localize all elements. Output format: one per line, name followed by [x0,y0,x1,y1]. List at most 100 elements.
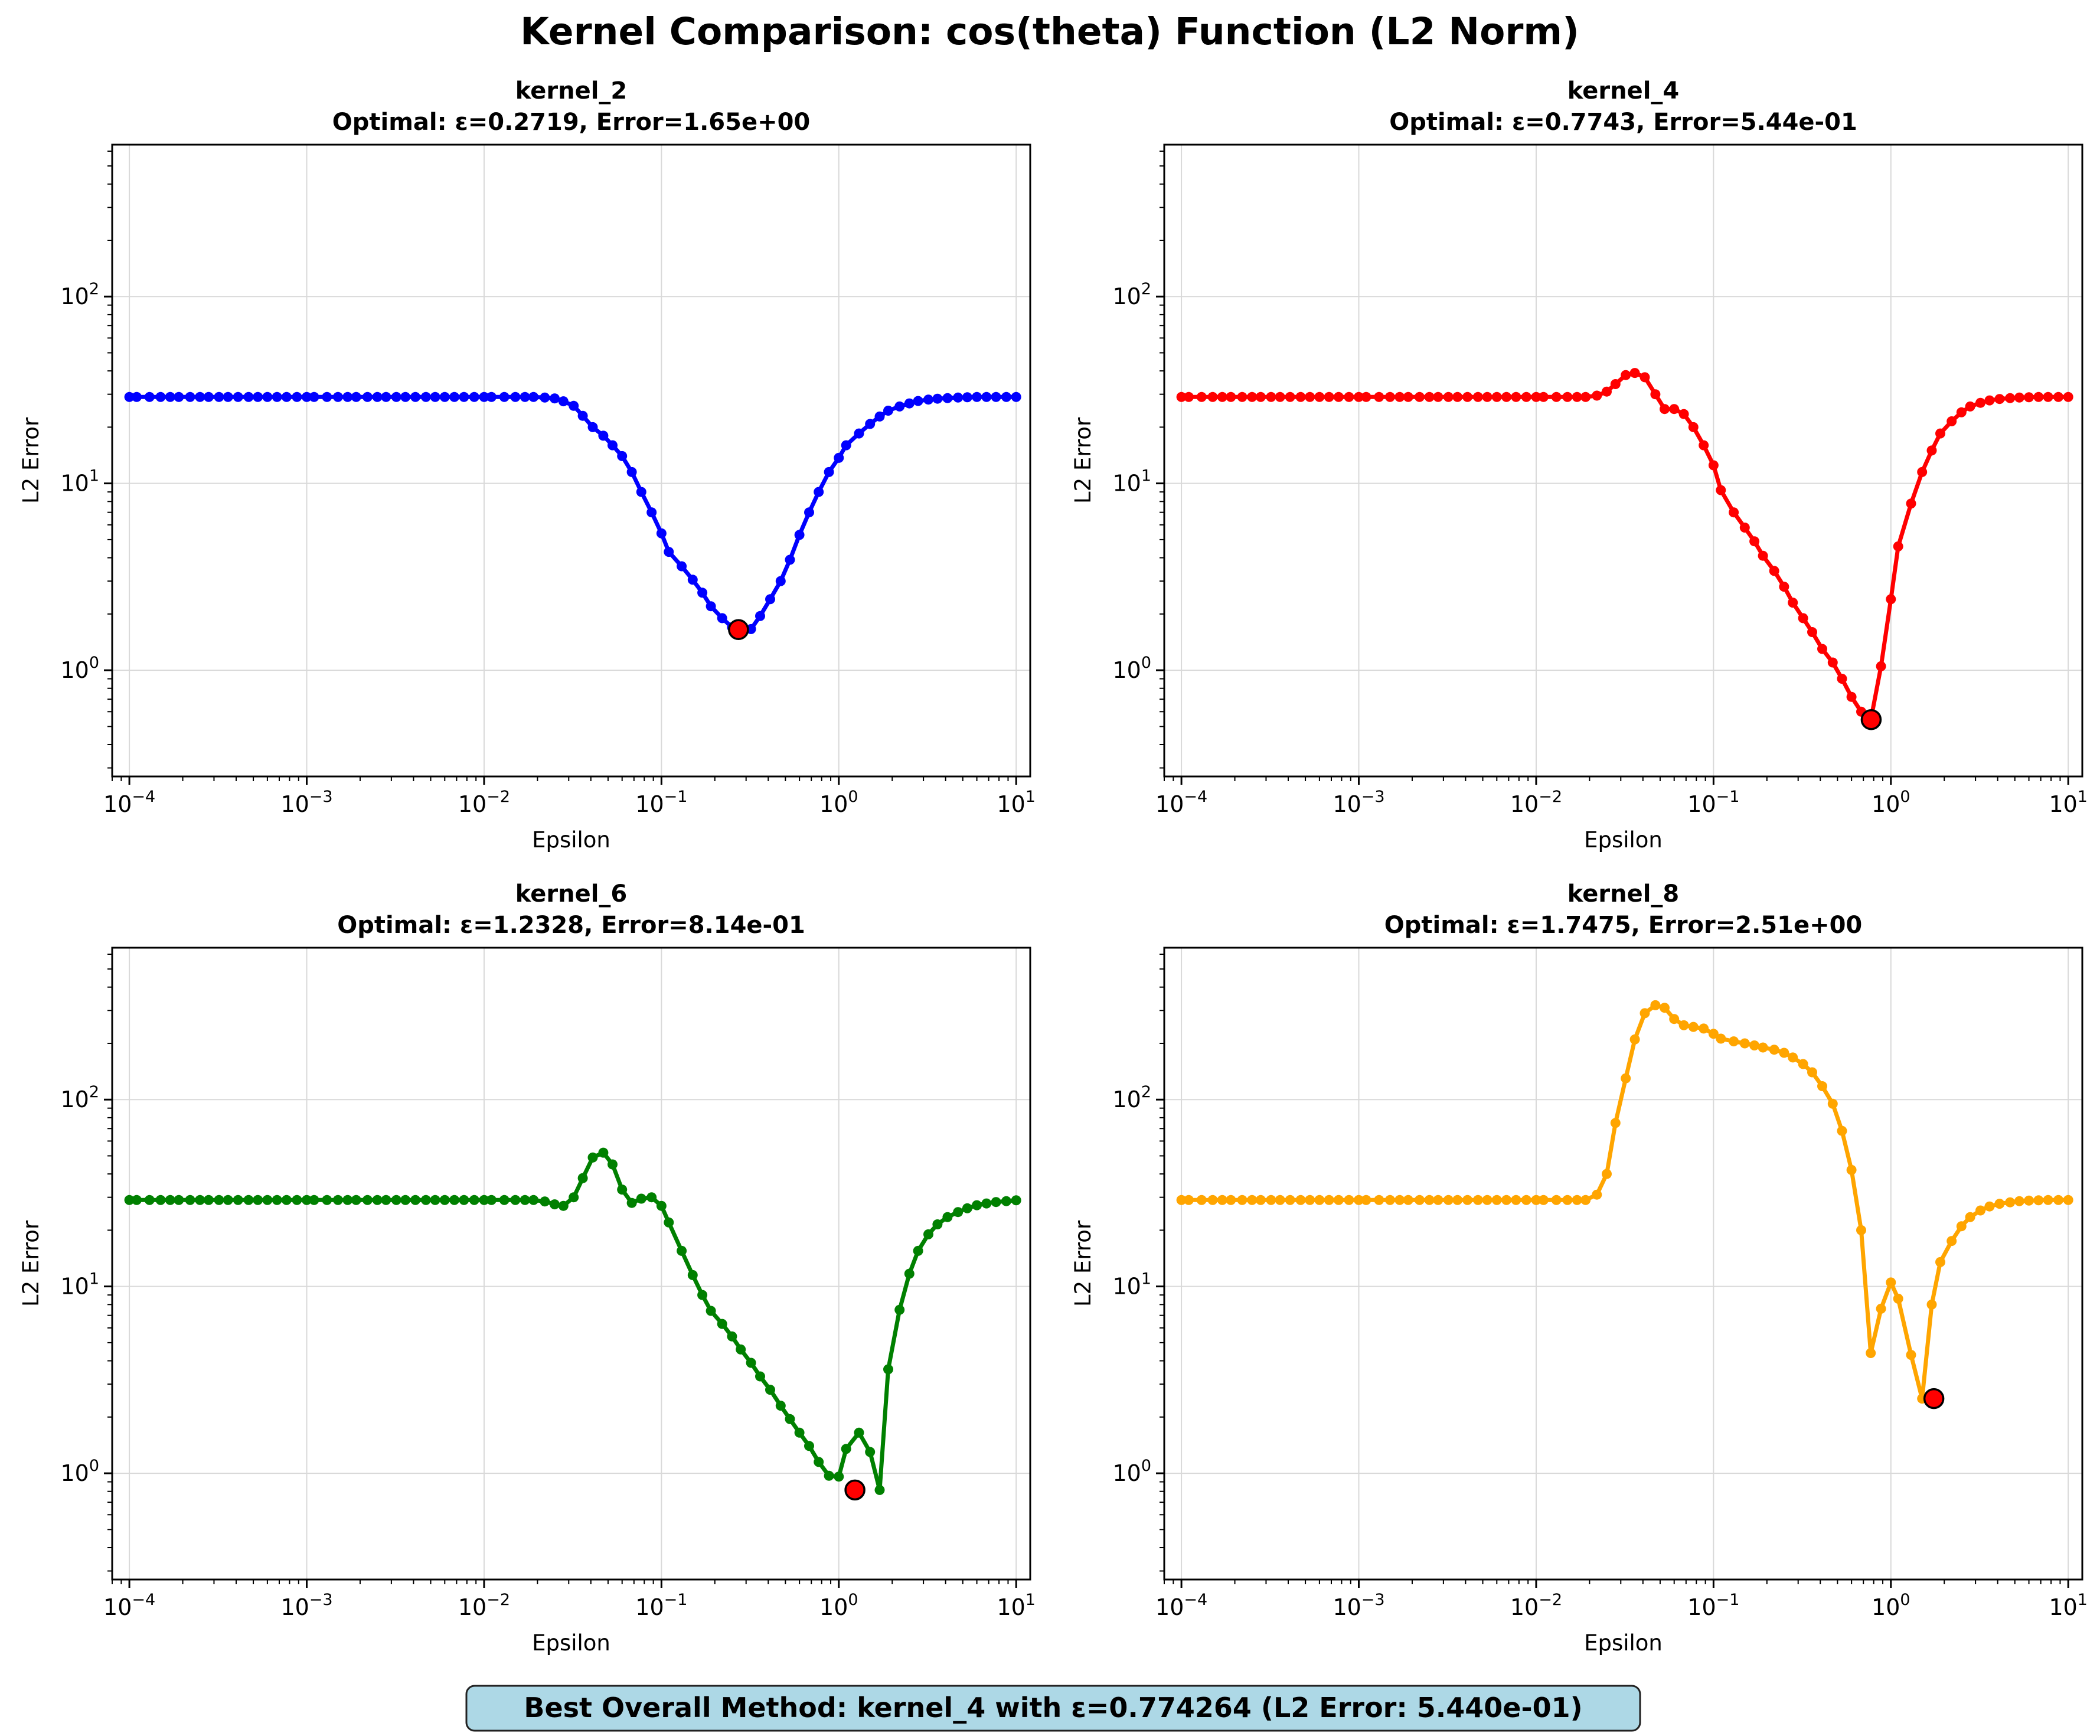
data-point [804,1441,814,1451]
data-point [746,1358,756,1368]
data-point [351,391,361,402]
data-point [1511,391,1521,402]
data-point [1749,536,1760,547]
data-point [155,1195,166,1205]
data-point [439,1195,450,1205]
data-point [362,391,373,402]
data-point [550,1199,560,1210]
optimal-point-marker [1860,709,1882,730]
y-tick-label: 102 [1112,1083,1151,1112]
data-point [486,391,497,402]
data-point [195,391,205,402]
data-point [1217,391,1227,402]
best-method-background [465,1685,1641,1732]
data-point [1669,404,1680,415]
data-point [1176,391,1187,402]
data-point [510,1195,521,1205]
data-point [794,530,805,540]
data-point [1893,1293,1903,1304]
data-point [391,391,401,402]
data-point [617,451,628,461]
data-point [1827,657,1838,668]
data-point [569,400,579,411]
data-point [598,430,609,441]
data-point [636,1193,646,1204]
data-point [1965,401,1975,412]
data-point [1688,1022,1699,1032]
subplot-title: kernel_6 [515,880,628,908]
data-point [520,1195,530,1205]
data-point [144,391,155,402]
x-tick-label: 100 [819,1591,858,1620]
data-point [459,391,469,402]
data-point [656,1200,667,1211]
data-point [1207,1195,1218,1205]
data-point [1926,1299,1937,1310]
data-point [351,1195,361,1205]
data-point [1295,391,1306,402]
data-point [1708,460,1719,471]
data-point [894,401,905,412]
data-point [281,1195,292,1205]
data-point [479,391,489,402]
y-tick-label: 102 [60,1083,99,1112]
y-tick-label: 101 [1112,467,1151,497]
data-point [372,391,383,402]
data-point [656,528,667,539]
data-point [608,1159,618,1170]
data-point [814,487,824,497]
data-point [1424,391,1435,402]
data-point [1285,1195,1295,1205]
data-point [1580,391,1591,402]
data-point [834,1471,844,1482]
data-point [981,1198,992,1209]
data-point [558,396,569,407]
y-tick-label: 100 [1112,1457,1151,1486]
data-point [883,406,893,416]
series-markers [1176,1000,2073,1404]
data-point [1196,1195,1207,1205]
data-point [765,1385,775,1395]
data-point [1807,1067,1817,1078]
x-tick-label: 10−2 [1510,1591,1562,1620]
data-point [1837,674,1847,684]
data-point [775,576,786,586]
data-point [1344,391,1354,402]
y-tick-label: 101 [60,1270,99,1300]
subplot-subtitle: Optimal: ε=1.2328, Error=8.14e-01 [337,912,805,939]
data-point [420,391,431,402]
x-tick-label: 100 [1872,1591,1910,1620]
x-tick-label: 10−3 [280,788,332,817]
data-point [854,428,864,439]
data-point [687,1270,698,1280]
data-point [155,391,166,402]
data-point [309,391,319,402]
data-point [2024,1195,2034,1206]
data-point [727,1331,737,1342]
data-point [124,391,135,402]
data-point [841,440,851,451]
data-point [1946,1236,1957,1246]
data-point [272,1195,282,1205]
data-point [528,391,539,402]
data-point [1779,1048,1789,1058]
data-point [1196,391,1207,402]
data-point [874,411,885,422]
data-point [913,396,923,406]
data-point [1807,627,1817,637]
data-point [1394,1195,1405,1205]
data-point [932,1219,943,1229]
x-tick-label: 10−1 [1687,1591,1739,1620]
x-axis-label: Epsilon [532,1630,610,1656]
x-axis-label: Epsilon [1584,1630,1663,1656]
data-point [1926,445,1937,456]
data-point [755,611,765,621]
subplot-kernel_8: 10−4 10−3 10−2 10−1 100 101 100 101 102 kernel_8 O… [1070,880,2088,1656]
data-point [1452,1195,1463,1205]
data-point [372,1195,383,1205]
data-point [1580,1195,1591,1205]
data-point [144,1195,155,1205]
data-point [1699,440,1709,451]
data-point [1266,1195,1276,1205]
data-point [1184,1195,1194,1205]
